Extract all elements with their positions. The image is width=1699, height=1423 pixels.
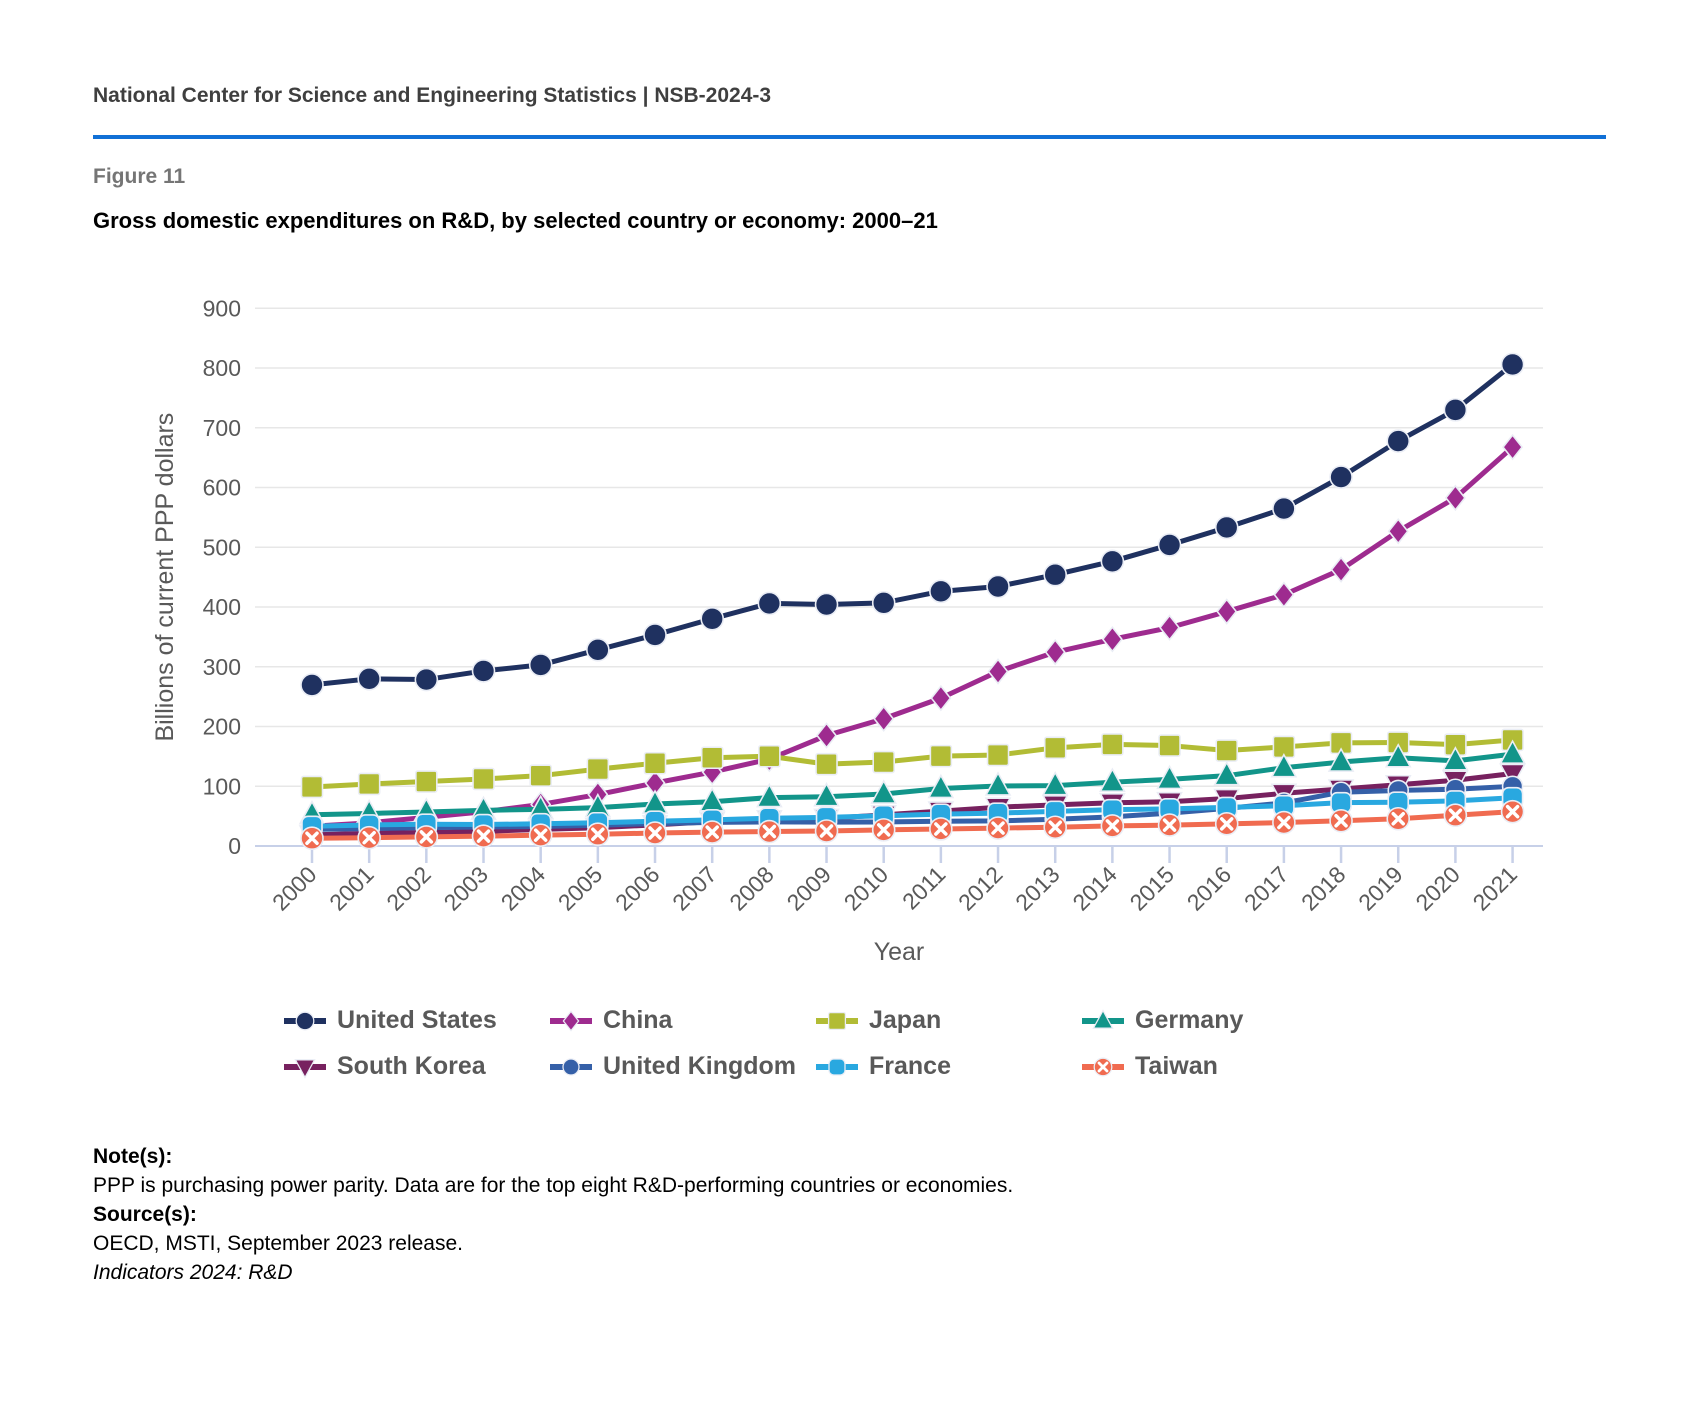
rd-expenditures-chart: 0 100 200 300 400 500 600 700 800 900 Billions of …	[151, 295, 1543, 966]
report-header: National Center for Science and Engineer…	[93, 84, 772, 107]
svg-text:2020: 2020	[1410, 861, 1465, 916]
gridlines	[255, 307, 1543, 847]
svg-text:500: 500	[203, 534, 241, 560]
figure-label: Figure 11	[93, 165, 186, 188]
legend-marker-square-icon	[816, 1011, 858, 1030]
svg-text:300: 300	[203, 654, 241, 680]
legend-label: Germany	[1135, 1006, 1244, 1034]
svg-text:2008: 2008	[724, 861, 779, 916]
legend-label: South Korea	[337, 1052, 486, 1080]
svg-text:800: 800	[203, 355, 241, 381]
svg-text:2015: 2015	[1125, 861, 1180, 916]
legend-item-france[interactable]: France	[815, 1052, 1081, 1081]
svg-text:2004: 2004	[496, 861, 551, 916]
svg-text:2002: 2002	[381, 861, 436, 916]
series-france	[301, 786, 1524, 838]
legend-label: France	[869, 1052, 951, 1080]
svg-text:2000: 2000	[267, 861, 322, 916]
svg-text:2009: 2009	[781, 861, 836, 916]
header-divider	[93, 135, 1606, 139]
svg-text:2010: 2010	[839, 861, 894, 916]
svg-text:2014: 2014	[1067, 861, 1122, 916]
legend-marker-circle-small-icon	[550, 1057, 592, 1076]
legend-marker-circle-x-icon	[1082, 1057, 1124, 1076]
legend-item-china[interactable]: China	[549, 1006, 815, 1035]
svg-text:Year: Year	[874, 938, 925, 966]
svg-text:600: 600	[203, 475, 241, 501]
svg-text:2013: 2013	[1010, 861, 1065, 916]
legend-item-united-states[interactable]: United States	[283, 1006, 549, 1035]
svg-text:2017: 2017	[1239, 861, 1294, 916]
chart-legend: United States China Japan Germany South Kore…	[283, 1006, 1699, 1081]
note-body: PPP is purchasing power parity. Data are…	[93, 1173, 1014, 1197]
svg-text:200: 200	[203, 714, 241, 740]
legend-item-south-korea[interactable]: South Korea	[283, 1052, 549, 1081]
source-heading: Source(s):	[93, 1202, 197, 1226]
notes-section: Note(s): PPP is purchasing power parity.…	[93, 1143, 1606, 1288]
x-axis: 2000 2001 2002 2003 2004 2005 2006 2007 2008 2009…	[267, 847, 1522, 966]
legend-label: United States	[337, 1006, 497, 1034]
legend-label: China	[603, 1006, 673, 1034]
svg-text:2018: 2018	[1296, 861, 1351, 916]
svg-text:400: 400	[203, 594, 241, 620]
report-footer: Indicators 2024: R&D	[93, 1260, 293, 1284]
page-title: Gross domestic expenditures on R&D, by s…	[93, 208, 938, 233]
svg-text:0: 0	[228, 833, 241, 859]
legend-marker-diamond-icon	[550, 1009, 592, 1032]
legend-item-united-kingdom[interactable]: United Kingdom	[549, 1052, 815, 1081]
svg-text:2019: 2019	[1353, 861, 1408, 916]
y-axis: 0 100 200 300 400 500 600 700 800 900 Billions of …	[151, 295, 241, 859]
note-heading: Note(s):	[93, 1145, 173, 1168]
series-taiwan	[300, 799, 1525, 851]
legend-marker-circle-icon	[284, 1011, 326, 1030]
legend-item-japan[interactable]: Japan	[815, 1006, 1081, 1035]
legend-item-germany[interactable]: Germany	[1081, 1006, 1347, 1035]
svg-text:100: 100	[203, 773, 241, 799]
source-body: OECD, MSTI, September 2023 release.	[93, 1231, 463, 1255]
legend-item-taiwan[interactable]: Taiwan	[1081, 1052, 1347, 1081]
series-united-states	[300, 352, 1525, 697]
legend-marker-triangle-down-icon	[284, 1058, 326, 1079]
legend-marker-triangle-up-icon	[1082, 1008, 1124, 1029]
legend-label: United Kingdom	[603, 1052, 797, 1080]
svg-text:2001: 2001	[324, 861, 379, 916]
svg-text:2016: 2016	[1182, 861, 1237, 916]
legend-label: Taiwan	[1135, 1052, 1218, 1080]
svg-text:900: 900	[203, 295, 241, 321]
svg-text:2003: 2003	[438, 861, 493, 916]
svg-text:2007: 2007	[667, 861, 722, 916]
svg-text:700: 700	[203, 415, 241, 441]
legend-label: Japan	[869, 1006, 942, 1034]
legend-marker-square-rounded-icon	[816, 1057, 858, 1076]
svg-text:2012: 2012	[953, 861, 1008, 916]
svg-text:2005: 2005	[553, 861, 608, 916]
svg-text:2011: 2011	[897, 861, 950, 914]
svg-text:2021: 2021	[1468, 861, 1523, 916]
svg-text:Billions of current PPP dollar: Billions of current PPP dollars	[151, 413, 179, 742]
svg-text:2006: 2006	[610, 861, 665, 916]
